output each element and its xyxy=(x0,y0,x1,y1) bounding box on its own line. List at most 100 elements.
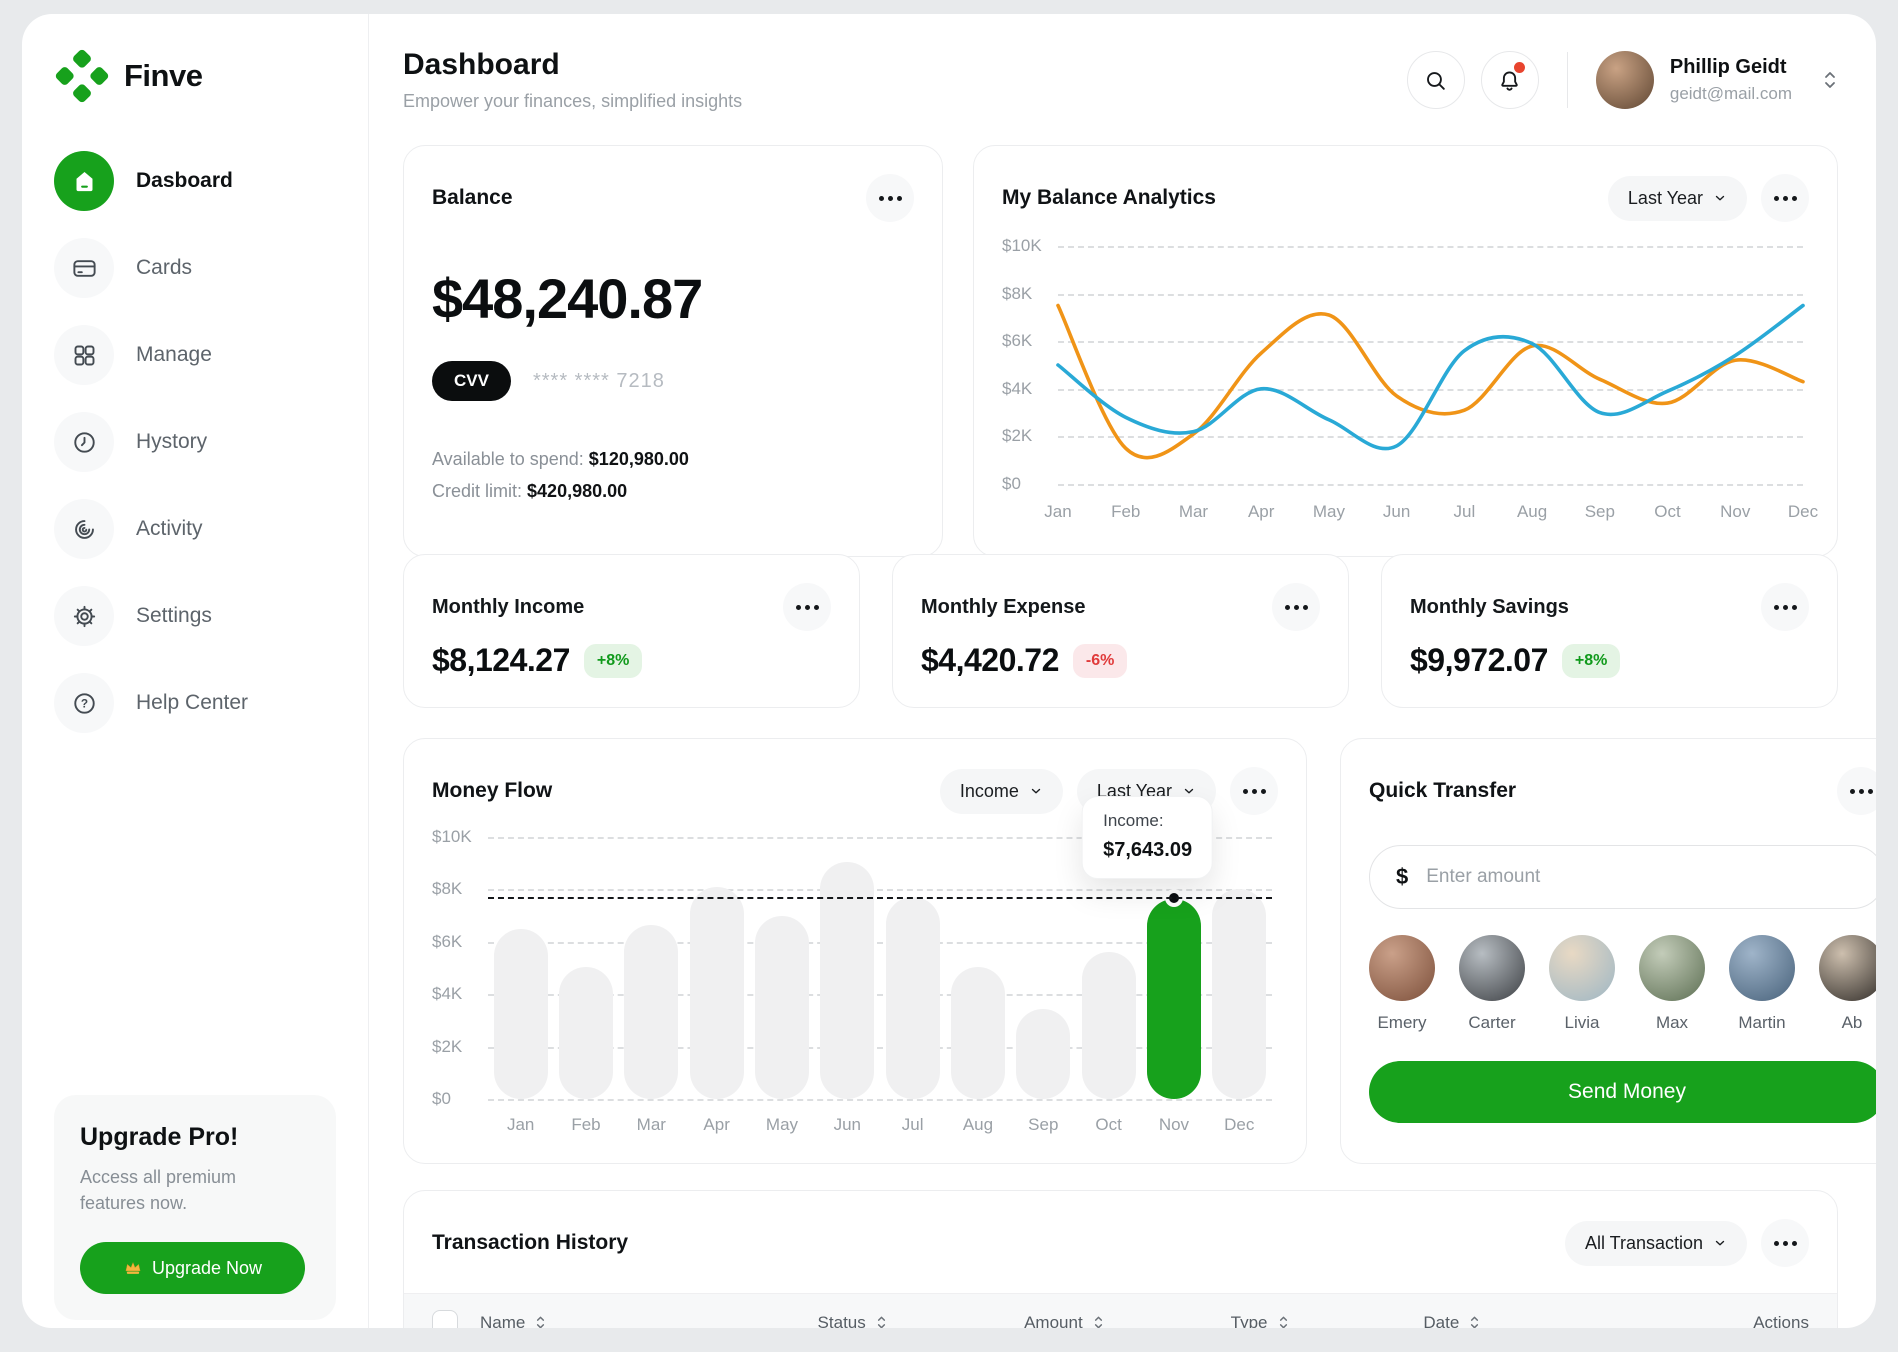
bar-sep[interactable] xyxy=(1016,1008,1071,1099)
bar-aug[interactable] xyxy=(950,966,1005,1099)
sort-icon[interactable] xyxy=(535,1315,546,1328)
transaction-menu-button[interactable] xyxy=(1761,1219,1809,1267)
sidebar-item-label: Activity xyxy=(136,517,203,540)
x-tick-label: May xyxy=(765,1115,799,1134)
balance-analytics-chart[interactable]: $10K $8K $6K $4K $2K $0 xyxy=(1002,236,1809,493)
upgrade-body: Access all premium features now. xyxy=(80,1166,237,1213)
bar-oct[interactable] xyxy=(1081,952,1136,1099)
contact-item[interactable]: Ab xyxy=(1819,935,1876,1033)
stat-title: Monthly Expense xyxy=(921,595,1086,618)
contact-item[interactable]: Carter xyxy=(1459,935,1525,1033)
sidebar-item-cards[interactable]: Cards xyxy=(54,233,336,303)
quick-transfer-menu-button[interactable] xyxy=(1837,767,1876,815)
stat-value: $9,972.07 xyxy=(1410,642,1548,678)
contact-item[interactable]: Emery xyxy=(1369,935,1435,1033)
chevron-down-icon xyxy=(1184,788,1194,794)
bar-nov[interactable] xyxy=(1146,892,1201,1099)
analytics-range-label: Last Year xyxy=(1627,187,1703,208)
x-tick-label: Feb xyxy=(571,1115,601,1134)
available-label: Available to spend: xyxy=(432,449,584,469)
contact-item[interactable]: Max xyxy=(1639,935,1705,1033)
quick-transfer-title: Quick Transfer xyxy=(1369,779,1517,802)
transaction-history-card: Transaction History All Transaction Name… xyxy=(403,1190,1838,1328)
stat-delta-badge: -6% xyxy=(1072,643,1128,678)
sort-icon[interactable] xyxy=(1278,1315,1289,1328)
analytics-title: My Balance Analytics xyxy=(1002,186,1216,209)
bar-mar[interactable] xyxy=(624,924,679,1099)
upgrade-button[interactable]: Upgrade Now xyxy=(80,1242,305,1294)
contact-name: Max xyxy=(1655,1013,1689,1032)
amount-input[interactable] xyxy=(1426,866,1858,888)
x-tick-label: Jan xyxy=(1044,502,1072,521)
chevron-down-icon xyxy=(1715,1240,1725,1246)
sort-icon[interactable] xyxy=(876,1315,887,1328)
sort-icon[interactable] xyxy=(1469,1315,1480,1328)
sidebar-item-history[interactable]: Hystory xyxy=(54,407,336,477)
balance-card: Balance $48,240.87 CVV **** **** 7218 Av… xyxy=(403,145,943,557)
contact-name: Carter xyxy=(1468,1013,1516,1032)
sidebar-item-dashboard[interactable]: Dasboard xyxy=(54,146,336,216)
savings-menu-button[interactable] xyxy=(1761,583,1809,631)
balance-menu-button[interactable] xyxy=(866,174,914,222)
balance-card-title: Balance xyxy=(432,186,513,209)
chart-tooltip: Income: $7,643.09 xyxy=(1082,795,1214,879)
income-menu-button[interactable] xyxy=(783,583,831,631)
profile-menu[interactable]: Phillip Geidt geidt@mail.com xyxy=(1595,51,1838,109)
sidebar-item-settings[interactable]: Settings xyxy=(54,581,336,651)
x-tick-label: Mar xyxy=(1178,502,1209,521)
analytics-x-axis: Jan Feb Mar Apr May Jun Jul Aug Sep Oct Nov Dec xyxy=(1044,502,1818,528)
column-header-amount[interactable]: Amount xyxy=(1024,1313,1231,1328)
column-header-name[interactable]: Name xyxy=(432,1309,818,1328)
column-header-date[interactable]: Date xyxy=(1423,1313,1657,1328)
x-tick-label: Aug xyxy=(1516,502,1548,521)
crown-icon xyxy=(125,1261,141,1274)
y-tick-label: $4K xyxy=(1002,378,1033,398)
send-money-button[interactable]: Send Money xyxy=(1369,1061,1876,1123)
money-flow-metric-dropdown[interactable]: Income xyxy=(939,768,1063,814)
bar-jun[interactable] xyxy=(820,861,875,1099)
select-all-checkbox[interactable] xyxy=(432,1309,458,1328)
main-content: Dashboard Empower your finances, simplif… xyxy=(369,14,1876,1328)
transaction-filter-dropdown[interactable]: All Transaction xyxy=(1564,1220,1747,1266)
search-button[interactable] xyxy=(1406,51,1465,109)
contact-item[interactable]: Martin xyxy=(1729,935,1795,1033)
cards-icon xyxy=(54,238,114,298)
bar-feb[interactable] xyxy=(558,966,613,1099)
clock-icon xyxy=(54,412,114,472)
contact-item[interactable]: Livia xyxy=(1549,935,1615,1033)
sidebar-item-help-center[interactable]: ? Help Center xyxy=(54,668,336,738)
bar-may[interactable] xyxy=(754,915,809,1099)
column-header-type[interactable]: Type xyxy=(1231,1313,1424,1328)
analytics-menu-button[interactable] xyxy=(1761,174,1809,222)
bar-jan[interactable] xyxy=(493,928,548,1099)
logo-icon xyxy=(55,49,109,103)
chevron-down-icon xyxy=(1715,195,1725,201)
bar-dec[interactable] xyxy=(1212,889,1267,1099)
money-flow-menu-button[interactable] xyxy=(1230,767,1278,815)
monthly-income-card: Monthly Income $8,124.27 +8% xyxy=(403,554,860,708)
expense-menu-button[interactable] xyxy=(1272,583,1320,631)
brand-logo[interactable]: Finve xyxy=(54,48,336,104)
notifications-button[interactable] xyxy=(1480,51,1539,109)
available-value: $120,980.00 xyxy=(588,449,689,469)
sidebar-item-label: Settings xyxy=(136,604,212,627)
bar-apr[interactable] xyxy=(689,886,744,1099)
x-tick-label: Sep xyxy=(1584,502,1615,521)
transaction-history-title: Transaction History xyxy=(432,1231,629,1254)
bar-jul[interactable] xyxy=(885,897,940,1099)
bell-icon xyxy=(1501,71,1519,91)
chevron-down-icon xyxy=(1031,788,1041,794)
column-header-actions: Actions xyxy=(1657,1313,1809,1329)
column-header-status[interactable]: Status xyxy=(818,1313,1025,1328)
sort-icon[interactable] xyxy=(1093,1315,1104,1328)
y-tick-label: $8K xyxy=(1002,283,1033,303)
svg-text:?: ? xyxy=(80,696,87,710)
line-chart-svg xyxy=(1058,246,1803,484)
contact-name: Livia xyxy=(1564,1013,1600,1032)
cvv-button[interactable]: CVV xyxy=(432,361,511,401)
x-tick-label: Sep xyxy=(1028,1115,1059,1134)
header-divider xyxy=(1566,52,1568,108)
sidebar-item-manage[interactable]: Manage xyxy=(54,320,336,390)
analytics-range-dropdown[interactable]: Last Year xyxy=(1607,175,1747,221)
sidebar-item-activity[interactable]: Activity xyxy=(54,494,336,564)
